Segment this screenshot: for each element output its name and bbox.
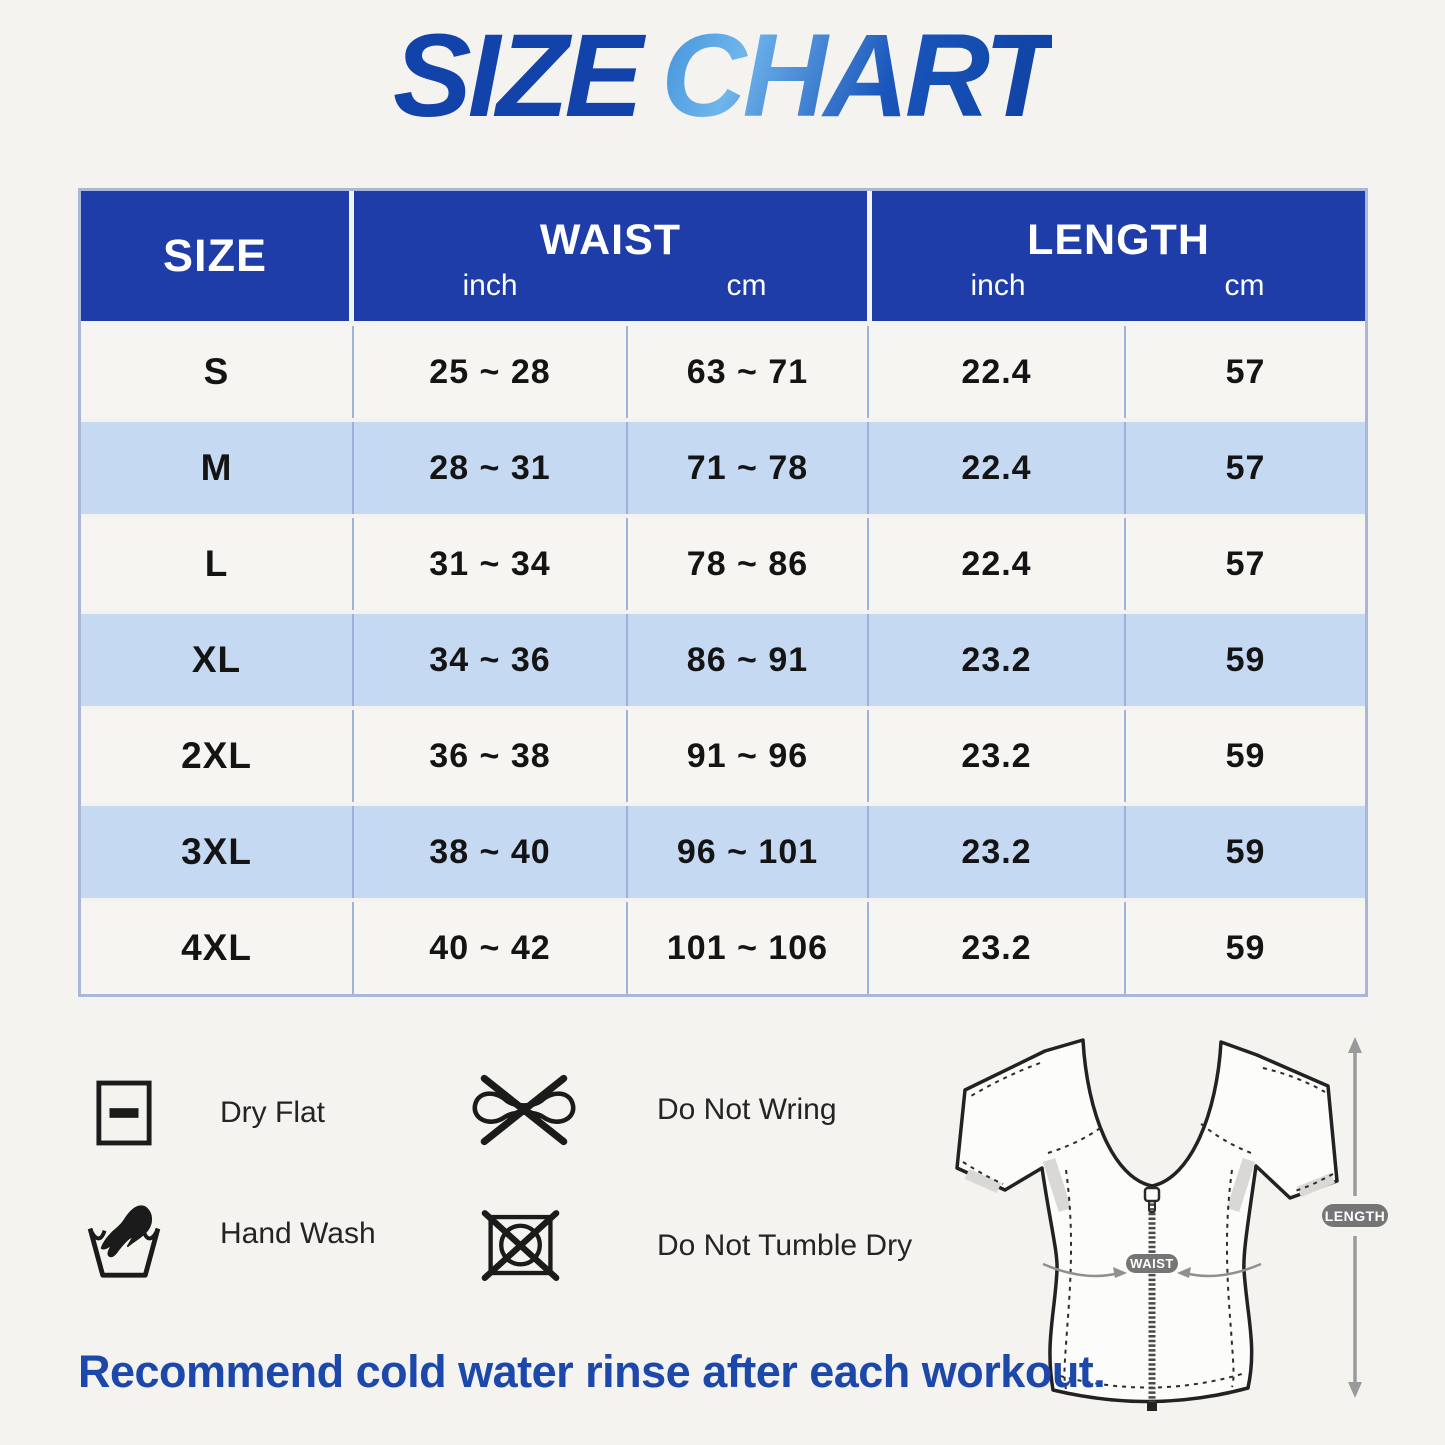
length-inch-unit-label: inch: [970, 269, 1026, 302]
length-badge: [1322, 1204, 1388, 1227]
waist-cm-value: 78 ~ 86: [626, 518, 867, 610]
length-badge-label: LENGTH: [1325, 1208, 1386, 1224]
care-item-dry-flat: Dry Flat: [95, 1078, 325, 1148]
size-value: 3XL: [181, 831, 252, 872]
table-row-2xl: 2XL 36 ~ 38 91 ~ 96 23.2 59: [81, 710, 1365, 802]
size-table-body: S 25 ~ 28 63 ~ 71 22.4 57 M 28 ~ 31 71 ~…: [81, 326, 1365, 994]
length-cm-value: 59: [1124, 806, 1365, 898]
column-header-length: LENGTH inch cm: [872, 191, 1365, 321]
length-cm-value: 57: [1124, 422, 1365, 514]
waist-inch-unit-label: inch: [462, 269, 518, 302]
length-inch-value: 22.4: [867, 518, 1124, 610]
length-cm-value: 57: [1124, 326, 1365, 418]
table-row-s: S 25 ~ 28 63 ~ 71 22.4 57: [81, 326, 1365, 418]
size-table-header: SIZE WAIST inch cm LENGTH inch cm: [81, 191, 1365, 321]
waist-cm-value: 63 ~ 71: [626, 326, 867, 418]
care-item-hand-wash: Hand Wash: [85, 1188, 376, 1280]
length-inch-value: 23.2: [867, 806, 1124, 898]
size-value: 4XL: [181, 927, 252, 968]
page-title-word-chart: CHART: [661, 10, 1056, 142]
size-table: SIZE WAIST inch cm LENGTH inch cm S 25: [78, 188, 1368, 997]
waist-inch-value: 31 ~ 34: [352, 518, 626, 610]
waist-badge: [1126, 1254, 1178, 1273]
do-not-wring-icon: [468, 1068, 657, 1152]
size-value: M: [200, 447, 233, 488]
table-row-m: M 28 ~ 31 71 ~ 78 22.4 57: [81, 422, 1365, 514]
footer-note: Recommend cold water rinse after each wo…: [78, 1346, 1106, 1397]
size-value: XL: [191, 639, 242, 680]
care-label: Do Not Tumble Dry: [657, 1229, 913, 1262]
waist-badge-label: WAIST: [1130, 1256, 1174, 1271]
column-header-size: SIZE: [81, 191, 349, 321]
length-cm-value: 59: [1124, 614, 1365, 706]
waist-cm-unit-label: cm: [726, 269, 767, 302]
do-not-tumble-dry-icon: [480, 1208, 657, 1284]
table-row-4xl: 4XL 40 ~ 42 101 ~ 106 23.2 59: [81, 902, 1365, 994]
garment-measure-diagram: WAIST LENGTH: [955, 1037, 1388, 1411]
length-cm-value: 57: [1124, 518, 1365, 610]
table-row-xl: XL 34 ~ 36 86 ~ 91 23.2 59: [81, 614, 1365, 706]
length-cm-value: 59: [1124, 902, 1365, 994]
waist-cm-value: 71 ~ 78: [626, 422, 867, 514]
care-label: Dry Flat: [220, 1096, 325, 1129]
table-row-3xl: 3XL 38 ~ 40 96 ~ 101 23.2 59: [81, 806, 1365, 898]
page-title: SIZE CHART: [0, 10, 1445, 142]
waist-inch-value: 34 ~ 36: [352, 614, 626, 706]
care-item-do-not-wring: Do Not Wring: [468, 1068, 837, 1152]
waist-inch-value: 38 ~ 40: [352, 806, 626, 898]
column-header-waist: WAIST inch cm: [354, 191, 867, 321]
waist-inch-value: 36 ~ 38: [352, 710, 626, 802]
length-header-label: LENGTH: [1027, 216, 1210, 264]
length-inch-value: 23.2: [867, 902, 1124, 994]
waist-cm-value: 101 ~ 106: [626, 902, 867, 994]
waist-cm-value: 96 ~ 101: [626, 806, 867, 898]
waist-cm-value: 86 ~ 91: [626, 614, 867, 706]
waist-inch-value: 40 ~ 42: [352, 902, 626, 994]
size-header-label: SIZE: [162, 230, 268, 281]
waist-header-label: WAIST: [539, 216, 682, 264]
length-cm-value: 59: [1124, 710, 1365, 802]
length-inch-value: 23.2: [867, 710, 1124, 802]
page-title-word-size: SIZE: [392, 10, 643, 142]
length-inch-value: 22.4: [867, 326, 1124, 418]
dry-flat-icon: [95, 1078, 220, 1148]
care-label: Do Not Wring: [657, 1093, 837, 1126]
care-label: Hand Wash: [220, 1217, 376, 1250]
length-inch-value: 22.4: [867, 422, 1124, 514]
waist-inch-value: 28 ~ 31: [352, 422, 626, 514]
length-cm-unit-label: cm: [1224, 269, 1265, 302]
size-value: 2XL: [181, 735, 252, 776]
hand-wash-icon: [85, 1188, 220, 1280]
garment-outline: [955, 1038, 1339, 1404]
length-inch-value: 23.2: [867, 614, 1124, 706]
size-value: S: [203, 351, 230, 392]
waist-inch-value: 25 ~ 28: [352, 326, 626, 418]
waist-cm-value: 91 ~ 96: [626, 710, 867, 802]
table-row-l: L 31 ~ 34 78 ~ 86 22.4 57: [81, 518, 1365, 610]
care-item-do-not-tumble-dry: Do Not Tumble Dry: [480, 1208, 912, 1284]
size-value: L: [204, 543, 229, 584]
